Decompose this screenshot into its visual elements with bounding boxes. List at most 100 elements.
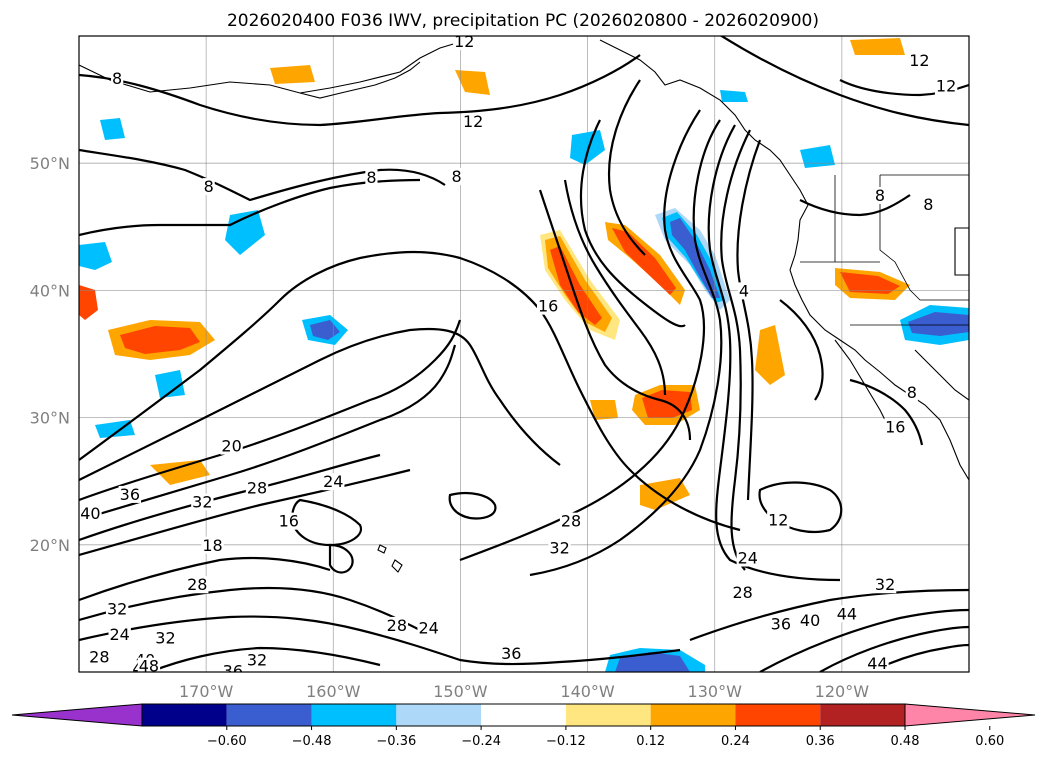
contour-label-bg: [111, 69, 124, 87]
contour-label-bg: [905, 384, 918, 402]
contour-label: 12: [463, 112, 483, 131]
contour-label-bg: [548, 539, 571, 557]
contour-label-bg: [450, 167, 463, 185]
lon-tick-label: 130°W: [688, 682, 743, 701]
contour-label: 20: [221, 437, 241, 456]
contour-label: 44: [837, 604, 857, 623]
contour-label-bg: [191, 493, 214, 511]
contour-label-bg: [866, 655, 889, 672]
contour-label-bg: [105, 600, 129, 618]
contour-label-bg: [385, 616, 409, 634]
contour-label: 36: [223, 662, 243, 681]
contour-label: 8: [112, 69, 122, 88]
contour-label: 24: [110, 625, 130, 644]
contour-label: 32: [155, 629, 175, 648]
contour-label: 12: [768, 510, 788, 529]
coastlines: [79, 39, 969, 573]
contour-label-bg: [559, 512, 583, 530]
latitude-labels: 20°N 30°N 40°N 50°N: [30, 154, 70, 555]
contour-label-bg: [245, 651, 269, 669]
colorbar-segment: [820, 704, 905, 726]
contour-label-bg: [736, 549, 759, 567]
contour-label: 16: [279, 512, 299, 531]
contour-label: 48: [139, 657, 159, 676]
contour-label-bg: [769, 615, 793, 633]
contour-label: 40: [80, 504, 100, 523]
contour-label-bg: [835, 605, 859, 623]
contour-label: 32: [247, 650, 267, 669]
lon-tick-label: 120°W: [815, 682, 870, 701]
contour-label: 24: [323, 472, 343, 491]
contour-label-bg: [202, 178, 215, 196]
lon-tick-label: 170°W: [179, 682, 234, 701]
contour-label: 28: [187, 575, 207, 594]
contour-label-bg: [731, 583, 754, 601]
contour-label-bg: [220, 437, 243, 455]
lat-tick-label: 20°N: [30, 536, 70, 555]
lat-tick-label: 40°N: [30, 281, 70, 300]
contour-label: 12: [454, 32, 474, 51]
contour-label-bg: [500, 644, 523, 662]
contour-label: 36: [501, 644, 521, 663]
contour-label: 32: [107, 599, 127, 618]
contour-label: 28: [387, 616, 407, 635]
contour-label-bg: [221, 662, 245, 672]
colorbar-segment: [142, 704, 227, 726]
contour-label-bg: [461, 113, 485, 131]
contour-label-bg: [873, 187, 887, 204]
contour-label-bg: [934, 77, 958, 95]
colorbar-segment: [735, 704, 821, 726]
colorbar-extend-high: [904, 703, 1036, 727]
map-frame: [78, 35, 970, 673]
contour-label: 16: [538, 297, 558, 316]
map-background: [79, 36, 969, 672]
colorbar-tick-label: 0.36: [806, 734, 835, 749]
colorbar-segment: [396, 704, 482, 726]
contour-label: 28: [89, 648, 109, 667]
contour-label-bg: [365, 169, 378, 187]
contour-label: 24: [738, 549, 758, 568]
contour-label: 40: [800, 611, 820, 630]
contour-label-bg: [137, 657, 161, 672]
colorbar-frame: [141, 703, 906, 727]
contour-label-bg: [245, 479, 269, 497]
contour-label-bg: [798, 611, 822, 629]
longitude-labels: 170°W 160°W 150°W 140°W 130°W 120°W: [179, 682, 869, 701]
contour-label: 32: [875, 575, 895, 594]
contour-label: 8: [875, 186, 885, 205]
colorbar-segment: [311, 704, 397, 726]
contour-label: 24: [418, 618, 438, 637]
colorbar-segment: [650, 704, 736, 726]
contour-label: 36: [120, 485, 140, 504]
colorbar-tick-label: 0.12: [636, 734, 665, 749]
contour-label: 28: [561, 512, 581, 531]
contour-label-bg: [873, 576, 897, 594]
contour-label: 8: [907, 383, 917, 402]
contour-label: 28: [247, 479, 267, 498]
contour-label: 12: [909, 51, 929, 70]
contour-label: 28: [733, 583, 753, 602]
contour-label: 32: [192, 493, 212, 512]
contour-label-bg: [322, 473, 345, 491]
contour-label-bg: [108, 625, 131, 643]
colorbar-tick-label: −0.48: [292, 734, 332, 749]
contour-label: 8: [204, 177, 214, 196]
contour-label: 16: [885, 418, 905, 437]
contour-label-bg: [767, 511, 790, 529]
contour-label: 36: [771, 615, 791, 634]
contour-label-bg: [186, 576, 209, 594]
colorbar-tick-label: −0.24: [461, 734, 501, 749]
chart-title: 2026020400 F036 IWV, precipitation PC (2…: [227, 11, 819, 31]
contour-label: 8: [452, 167, 462, 186]
contour-label-bg: [417, 619, 440, 637]
colorbar-tick-label: −0.12: [546, 734, 586, 749]
contour-label-bg: [453, 36, 476, 51]
colorbar-extend-low: [11, 703, 143, 727]
contour-label-bg: [277, 512, 300, 530]
lon-tick-label: 140°W: [560, 682, 615, 701]
colorbar-tick-label: 0.24: [721, 734, 750, 749]
lon-tick-label: 150°W: [433, 682, 488, 701]
